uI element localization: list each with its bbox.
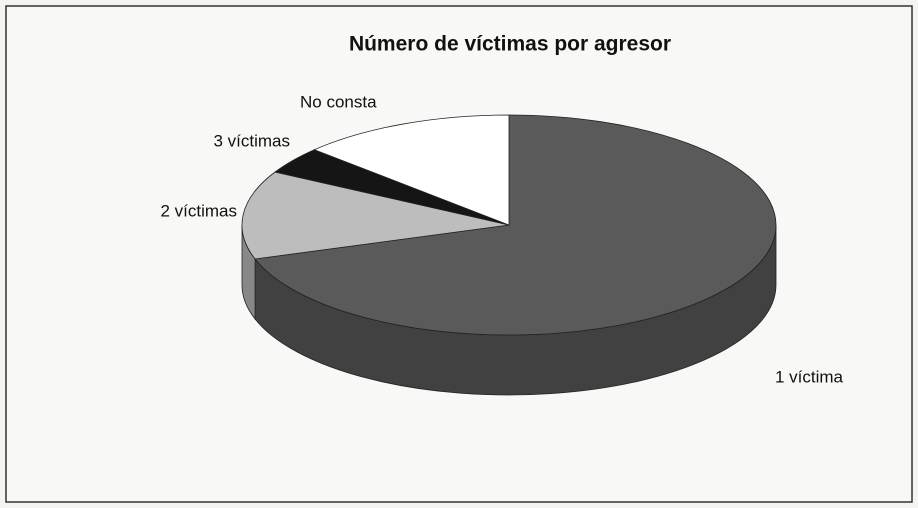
pie-sides xyxy=(241,224,777,396)
chart-title: Número de víctimas por agresor xyxy=(349,33,671,56)
slice-label: No consta xyxy=(300,92,377,111)
pie-slice xyxy=(254,114,777,336)
slice-label: 1 víctima xyxy=(775,367,844,386)
slice-label: 2 víctimas xyxy=(160,201,237,220)
pie-labels: 1 víctima 2 víctimas 3 víctimas No consta xyxy=(160,92,843,386)
pie-tops xyxy=(241,114,777,336)
pie-slice xyxy=(241,171,510,260)
slice-label: 3 víctimas xyxy=(213,131,290,150)
pie-slice xyxy=(313,114,510,226)
